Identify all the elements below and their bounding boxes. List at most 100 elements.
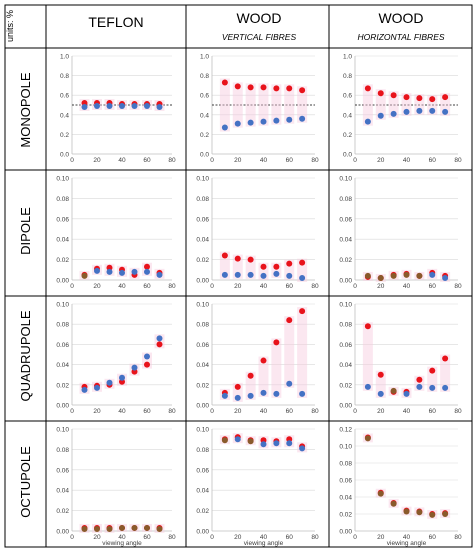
row-label-octupole: OCTUPOLE: [18, 446, 33, 518]
x-tick-label: 40: [118, 283, 126, 290]
y-tick-label: 0.02: [339, 257, 352, 264]
x-axis-label: viewing angle: [244, 540, 284, 547]
chart-panel: 0.00 0.02 0.04 0.06 0.08 0.10 0 20 40 60 80: [56, 302, 176, 416]
x-tick-label: 20: [234, 408, 242, 415]
x-tick-label: 60: [143, 408, 151, 415]
x-tick-label: 20: [93, 534, 101, 541]
highlight-band: [362, 322, 373, 391]
data-point-blue: [286, 440, 293, 447]
data-point-blue: [442, 384, 449, 391]
row-label-dipole: DIPOLE: [18, 207, 33, 255]
x-tick-label: 80: [168, 408, 176, 415]
y-tick-label: 0.08: [196, 196, 209, 203]
y-tick-label: 0.02: [56, 508, 69, 515]
y-tick-label: 0.02: [339, 512, 352, 519]
data-point-blue: [221, 124, 228, 131]
data-point-blue: [273, 390, 280, 397]
data-point-blue: [247, 392, 254, 399]
highlight-band: [271, 262, 282, 278]
data-point-overlap: [416, 509, 423, 516]
data-point-red: [156, 341, 163, 348]
highlight-band: [284, 316, 295, 388]
data-point-blue: [119, 102, 125, 109]
chart-panel: 0.00 0.02 0.04 0.06 0.08 0.10 0 20 40 60 80: [196, 176, 319, 291]
data-point-overlap: [364, 435, 371, 442]
table-border: [4, 4, 473, 548]
data-point-overlap: [81, 272, 88, 279]
highlight-band: [440, 354, 451, 392]
data-point-overlap: [156, 525, 163, 532]
y-tick-label: 0.02: [196, 508, 209, 515]
data-point-overlap: [403, 271, 410, 278]
data-point-blue: [106, 379, 113, 386]
x-tick-label: 0: [210, 283, 214, 290]
data-point-red: [299, 308, 306, 315]
y-tick-label: 0.04: [56, 362, 69, 369]
data-point-blue: [442, 108, 449, 115]
x-tick-label: 80: [454, 157, 462, 164]
data-point-blue: [131, 268, 138, 275]
x-tick-label: 60: [429, 534, 437, 541]
chart-panel: 0.00 0.02 0.04 0.06 0.08 0.10 0.12 0 20 40 60 80 vie…: [339, 427, 462, 548]
highlight-band: [297, 307, 308, 398]
column-title-wood-horizontal: WOOD: [378, 10, 423, 26]
data-point-blue: [156, 271, 163, 278]
y-tick-label: 0.00: [56, 529, 69, 536]
data-point-blue: [260, 118, 267, 125]
x-tick-label: 20: [377, 283, 385, 290]
table-lines: [4, 4, 473, 548]
data-point-red: [260, 357, 267, 364]
data-point-red: [234, 383, 241, 390]
y-tick-label: 0.4: [200, 112, 209, 119]
y-tick-label: 0.04: [196, 362, 209, 369]
x-tick-label: 20: [234, 157, 242, 164]
data-point-blue: [131, 102, 138, 109]
y-tick-label: 0.00: [339, 278, 352, 285]
x-tick-label: 60: [429, 157, 437, 164]
x-tick-label: 0: [353, 408, 357, 415]
data-point-blue: [156, 103, 163, 110]
data-point-red: [416, 95, 423, 102]
row-label-monopole: MONOPOLE: [18, 72, 33, 147]
data-point-red: [273, 339, 280, 346]
data-point-blue: [94, 102, 100, 109]
chart-panel: 0.00 0.02 0.04 0.06 0.08 0.10 0 20 40 60 80 viewing…: [196, 427, 319, 548]
y-tick-label: 0.04: [196, 488, 209, 495]
x-tick-label: 60: [143, 157, 151, 164]
data-point-blue: [377, 390, 384, 397]
chart-panel: 0.00 0.02 0.04 0.06 0.08 0.10 0 20 40 60 80 viewing…: [56, 427, 176, 548]
data-point-red: [286, 85, 293, 92]
x-tick-label: 40: [403, 408, 411, 415]
data-point-overlap: [106, 525, 113, 532]
data-point-red: [234, 83, 241, 90]
x-tick-label: 0: [353, 157, 357, 164]
data-point-overlap: [377, 274, 384, 281]
x-tick-label: 40: [260, 408, 268, 415]
y-tick-label: 0.8: [343, 73, 352, 80]
data-point-overlap: [119, 524, 125, 531]
units-label: units: %: [5, 10, 15, 42]
y-tick-label: 0.02: [56, 382, 69, 389]
data-point-blue: [416, 383, 423, 390]
data-point-blue: [273, 270, 280, 277]
data-point-red: [286, 317, 293, 324]
column-subtitle-wood-horizontal: HORIZONTAL FIBRES: [357, 32, 444, 42]
charts-layer: 0.00.20.40.60.81.00 20 40 60 800.00.20.40.60…: [56, 54, 462, 548]
highlight-band: [245, 83, 256, 127]
y-tick-label: 1.0: [343, 54, 352, 61]
data-point-blue: [273, 117, 280, 124]
data-point-blue: [144, 102, 150, 109]
y-tick-label: 0.02: [56, 257, 69, 264]
data-point-blue: [416, 107, 423, 114]
y-tick-label: 0.4: [60, 112, 69, 119]
x-tick-label: 0: [70, 283, 74, 290]
data-point-blue: [156, 335, 163, 342]
y-tick-label: 0.00: [196, 403, 209, 410]
highlight-band: [245, 255, 256, 279]
data-point-blue: [273, 440, 280, 447]
y-tick-label: 0.10: [56, 176, 69, 183]
x-tick-label: 80: [311, 283, 319, 290]
y-tick-label: 0.04: [339, 237, 352, 244]
y-tick-label: 0.10: [196, 427, 209, 434]
chart-panel: 0.0 0.2 0.4 0.6 0.8 1.0 0 20 40 60 80: [200, 54, 319, 165]
